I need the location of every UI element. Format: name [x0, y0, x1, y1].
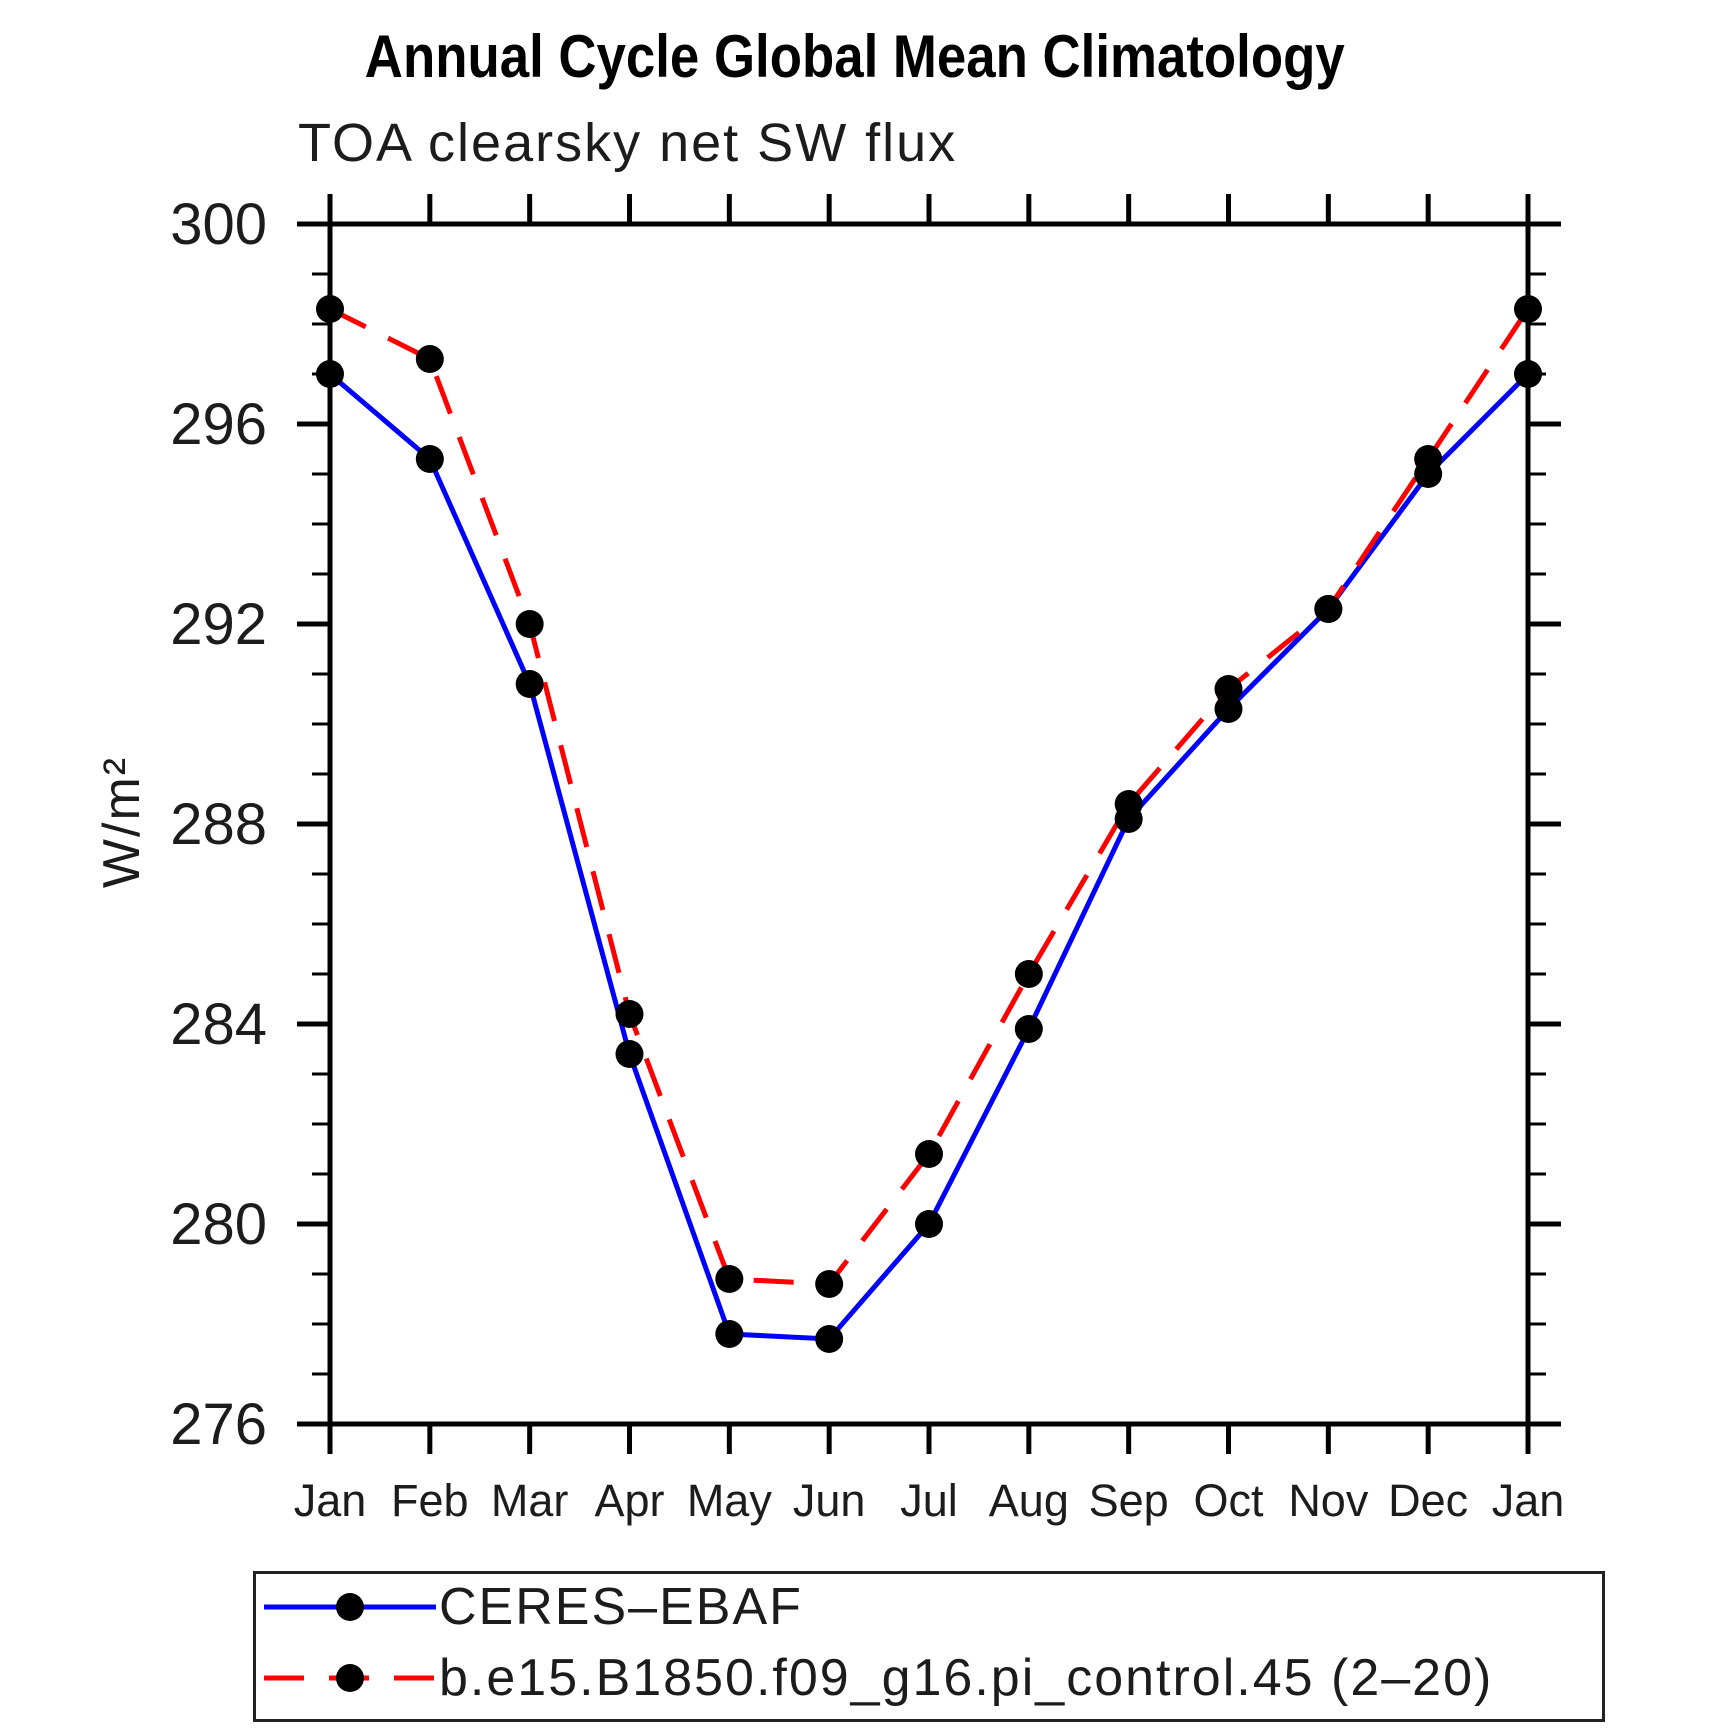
data-point-marker-series-0	[1214, 695, 1243, 723]
chart-subtitle: TOA clearsky net SW flux	[298, 113, 958, 173]
data-point-marker-series-0	[415, 445, 444, 473]
legend-marker-dot	[336, 1664, 364, 1692]
data-point-marker-series-0	[915, 1210, 943, 1238]
data-point-marker-series-1	[715, 1265, 744, 1293]
legend-key-dashed-line	[264, 1664, 436, 1692]
plot-frame	[327, 221, 1531, 1427]
x-axis-tick-label: Oct	[1193, 1475, 1264, 1526]
series-line-0	[328, 372, 1530, 1342]
x-axis-tick-label: Jun	[793, 1475, 866, 1526]
y-axis-tick-label: 288	[170, 792, 267, 857]
legend: CERES–EBAF b.e15.B1850.f09_g16.pi_contro…	[253, 1571, 1605, 1722]
y-axis-tick-label: 296	[170, 392, 267, 457]
chart-title-text: Annual Cycle Global Mean Climatology	[365, 23, 1345, 90]
data-point-marker-series-1	[915, 1140, 943, 1168]
x-axis-tick-label: May	[687, 1475, 773, 1526]
data-point-marker-series-1	[1314, 595, 1343, 623]
data-point-marker-series-1	[1414, 445, 1443, 473]
legend-key-solid-line	[264, 1593, 436, 1621]
data-point-marker-series-1	[615, 1000, 644, 1028]
x-axis-tick-label: Feb	[391, 1475, 469, 1526]
data-point-marker-series-1	[815, 1270, 844, 1298]
y-axis-tick-label: 280	[170, 1192, 267, 1257]
legend-label-model: b.e15.B1850.f09_g16.pi_control.45 (2–20)	[439, 1649, 1494, 1707]
data-point-marker-series-1	[515, 610, 544, 638]
series-line-1	[328, 306, 1531, 1287]
x-axis-tick-label: Jan	[294, 1475, 367, 1526]
y-axis-tick-label: 276	[170, 1392, 267, 1457]
data-point-marker-series-1	[1114, 790, 1143, 818]
data-point-marker-series-0	[815, 1325, 844, 1353]
y-axis-tick-label: 292	[170, 592, 267, 657]
legend-marker-dot	[336, 1593, 364, 1621]
data-point-marker-series-0	[615, 1040, 644, 1068]
x-axis-tick-label: Jul	[900, 1475, 958, 1526]
y-axis-tick-label: 284	[170, 992, 267, 1057]
data-point-marker-series-1	[1514, 295, 1542, 323]
x-axis-tick-label: Jan	[1492, 1475, 1565, 1526]
x-axis-tick-label: Dec	[1388, 1475, 1468, 1526]
x-axis-tick-label: Sep	[1089, 1475, 1169, 1526]
legend-item-observations: CERES–EBAF	[256, 1578, 1602, 1636]
data-point-marker-series-1	[1214, 675, 1243, 703]
data-point-marker-series-0	[1514, 360, 1542, 388]
data-point-marker-series-0	[316, 360, 344, 388]
chart-title: Annual Cycle Global Mean Climatology	[0, 22, 1710, 91]
x-axis-tick-label: Aug	[989, 1475, 1069, 1526]
legend-label-observations: CERES–EBAF	[439, 1578, 803, 1636]
legend-item-model: b.e15.B1850.f09_g16.pi_control.45 (2–20)	[256, 1649, 1602, 1707]
data-point-marker-series-1	[415, 345, 444, 373]
data-point-marker-series-0	[515, 670, 544, 698]
y-axis-tick-label: 300	[170, 192, 267, 257]
data-point-marker-series-1	[316, 295, 344, 323]
x-axis-tick-label: Apr	[594, 1475, 664, 1526]
data-point-marker-series-0	[1014, 1015, 1043, 1043]
data-point-marker-series-0	[715, 1320, 744, 1348]
x-axis-tick-label: Nov	[1288, 1475, 1369, 1526]
x-axis-tick-label: Mar	[491, 1475, 569, 1526]
data-point-marker-series-1	[1014, 960, 1043, 988]
